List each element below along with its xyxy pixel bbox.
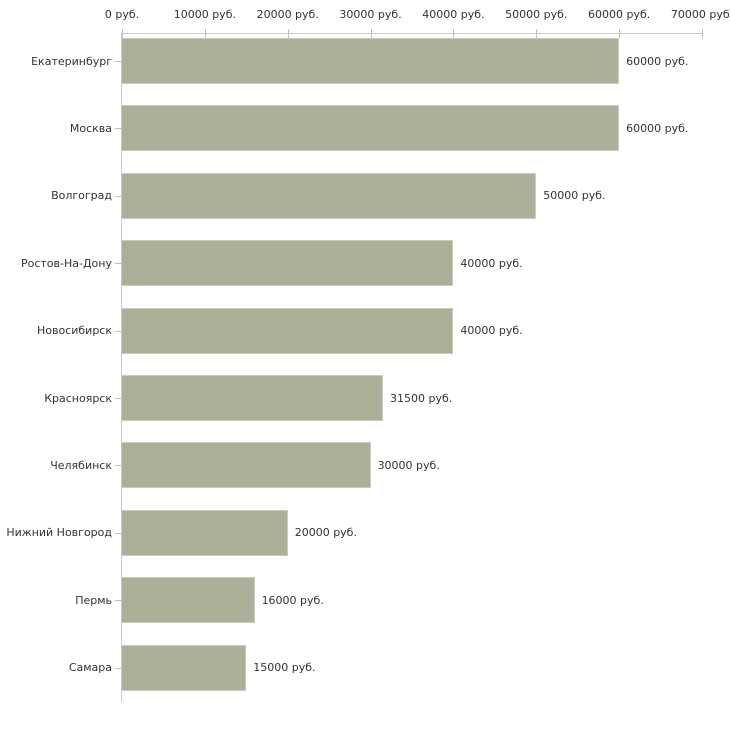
x-axis-tick bbox=[204, 29, 206, 38]
y-axis-tick bbox=[115, 61, 121, 62]
y-axis-tick bbox=[115, 330, 121, 332]
x-axis-tick-label: 60000 руб. bbox=[588, 8, 651, 21]
bar-row: Красноярск 31500 руб. bbox=[44, 375, 702, 421]
bar bbox=[122, 105, 620, 152]
value-label: 31500 руб. bbox=[390, 391, 453, 405]
bar bbox=[122, 172, 537, 219]
bar bbox=[122, 442, 371, 489]
category-label: Волгоград bbox=[51, 189, 112, 203]
value-label: 16000 руб. bbox=[261, 593, 324, 607]
bar-row: Ростов-На-Дону 40000 руб. bbox=[21, 240, 702, 287]
value-label: 60000 руб. bbox=[626, 54, 689, 68]
bar bbox=[122, 577, 255, 624]
value-label: 40000 руб. bbox=[460, 256, 523, 270]
x-axis-tick-label: 30000 руб. bbox=[339, 8, 402, 21]
bar-row: Новосибирск 40000 руб. bbox=[37, 307, 702, 354]
category-label: Ростов-На-Дону bbox=[20, 256, 112, 270]
bar-row: Москва 60000 руб. bbox=[70, 105, 702, 152]
category-label: Екатеринбург bbox=[31, 54, 112, 68]
x-axis-tick bbox=[287, 29, 289, 38]
bar bbox=[122, 307, 454, 354]
bar-row: Екатеринбург 60000 руб. bbox=[31, 38, 702, 84]
bar bbox=[122, 38, 620, 84]
y-axis-tick bbox=[115, 263, 121, 265]
category-label: Челябинск bbox=[50, 458, 112, 472]
bar-row: Нижний Новгород 20000 руб. bbox=[6, 509, 702, 556]
value-label: 40000 руб. bbox=[460, 324, 523, 338]
bar bbox=[122, 509, 288, 556]
y-axis-tick bbox=[115, 532, 121, 534]
category-label: Пермь bbox=[75, 593, 112, 607]
x-axis-tick-label: 70000 руб. bbox=[670, 8, 730, 21]
value-label: 30000 руб. bbox=[377, 458, 440, 472]
x-axis-tick bbox=[122, 29, 123, 38]
x-axis-tick-label: 10000 руб. bbox=[173, 8, 236, 21]
category-label: Самара bbox=[68, 661, 112, 675]
category-label: Новосибирск bbox=[36, 324, 112, 338]
bar bbox=[122, 644, 247, 691]
bar bbox=[122, 240, 454, 287]
bar-row: Челябинск 30000 руб. bbox=[50, 442, 702, 489]
x-axis-tick bbox=[453, 29, 455, 38]
x-axis-tick bbox=[536, 29, 538, 38]
value-label: 60000 руб. bbox=[626, 121, 689, 135]
category-label: Москва bbox=[69, 121, 112, 135]
x-axis-tick bbox=[370, 29, 372, 38]
plot-area: 0 руб. 10000 руб. 20000 руб. 30000 руб. 4000… bbox=[6, 8, 730, 702]
category-label: Нижний Новгород bbox=[6, 526, 112, 540]
x-axis-tick-label: 50000 руб. bbox=[505, 8, 568, 21]
x-axis-tick-label: 0 руб. bbox=[104, 8, 140, 21]
value-label: 20000 руб. bbox=[294, 526, 357, 540]
bar-row: Пермь 16000 руб. bbox=[75, 577, 702, 624]
category-label: Красноярск bbox=[44, 391, 112, 405]
y-axis-tick bbox=[115, 128, 121, 130]
bar bbox=[122, 375, 383, 421]
x-axis-tick-label: 40000 руб. bbox=[422, 8, 485, 21]
y-axis-tick bbox=[115, 398, 121, 399]
y-axis-tick bbox=[115, 195, 121, 197]
value-label: 50000 руб. bbox=[543, 189, 606, 203]
x-axis-tick-label: 20000 руб. bbox=[256, 8, 319, 21]
bar-row: Волгоград 50000 руб. bbox=[51, 172, 702, 219]
bar-row: Самара 15000 руб. bbox=[69, 644, 702, 691]
y-axis-tick bbox=[115, 667, 121, 669]
x-axis-tick bbox=[619, 29, 621, 38]
value-label: 15000 руб. bbox=[253, 661, 316, 675]
y-axis-tick bbox=[115, 465, 121, 467]
y-axis-tick bbox=[115, 600, 121, 602]
x-axis-tick bbox=[702, 29, 703, 38]
